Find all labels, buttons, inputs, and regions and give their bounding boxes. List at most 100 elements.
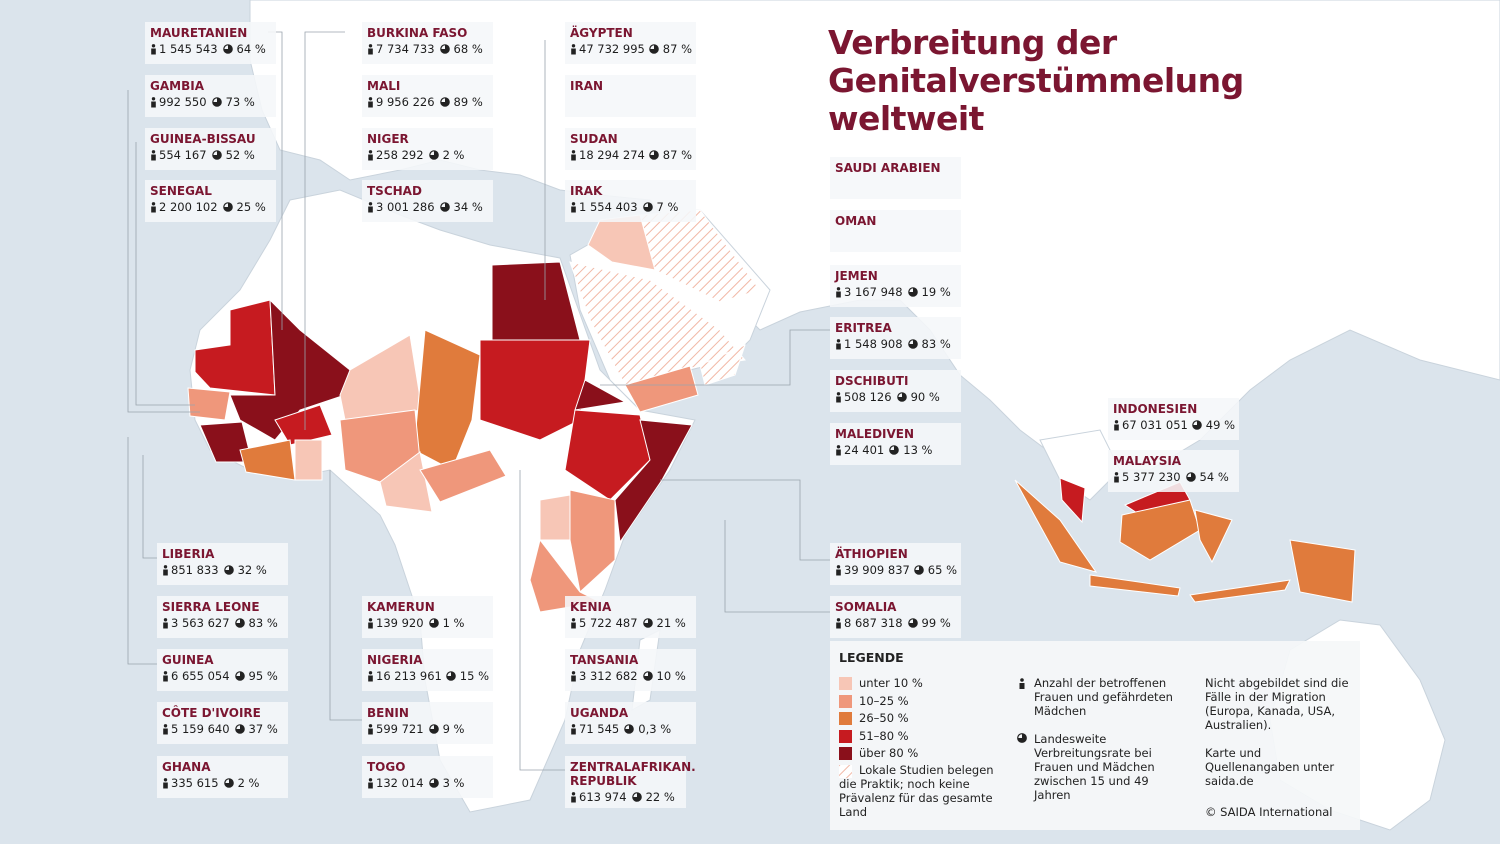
legend-label: über 80 % [859, 746, 919, 760]
country-card: GUINEA-BISSAU 554 167 52 % [145, 128, 276, 170]
prevalence-rate: 3 % [442, 776, 465, 790]
prevalence-rate: 10 % [656, 669, 686, 683]
country-name: MALI [367, 79, 401, 93]
person-icon [1113, 471, 1122, 483]
pie-glyph [624, 724, 635, 734]
country [491, 261, 581, 341]
legend-label: 51–80 % [859, 728, 909, 743]
person-glyph [151, 201, 156, 212]
country-name: GUINEA-BISSAU [150, 132, 256, 146]
pie-icon [624, 724, 636, 734]
prevalence-rate: 2 % [237, 776, 260, 790]
country-name: TSCHAD [367, 184, 422, 198]
affected-count: 3 312 682 [579, 669, 638, 683]
legend-swatch [839, 677, 852, 690]
pie-glyph [445, 671, 456, 681]
pie-icon [428, 618, 441, 628]
country-name: MALEDIVEN [835, 427, 915, 441]
country-card: INDONESIEN 67 031 051 49 % [1108, 398, 1239, 440]
country-stats: 599 721 9 % [367, 722, 489, 736]
title-line: Genitalverstümmelung [828, 61, 1244, 100]
pie-icon [642, 618, 655, 628]
affected-count: 599 721 [376, 722, 424, 736]
country-card: JEMEN 3 167 948 19 % [830, 265, 961, 307]
country [1059, 477, 1086, 524]
country-name: INDONESIEN [1113, 402, 1198, 416]
country-card: ÄGYPTEN 47 732 995 87 % [565, 22, 696, 64]
person-glyph [571, 723, 576, 734]
prevalence-rate: 49 % [1205, 418, 1235, 432]
pie-icon [445, 671, 458, 681]
person-icon [1113, 419, 1122, 431]
hatched-region [699, 344, 746, 386]
person-icon [162, 777, 171, 789]
person-icon [367, 96, 376, 108]
pie-glyph [234, 618, 245, 628]
country-card: TSCHAD 3 001 286 34 % [362, 180, 493, 222]
affected-count: 851 833 [171, 563, 219, 577]
country-stats: 1 548 908 83 % [835, 337, 957, 351]
country-stats: 3 001 286 34 % [367, 200, 489, 214]
leader-line [724, 520, 830, 613]
person-glyph [571, 43, 576, 54]
prevalence-rate: 83 % [248, 616, 278, 630]
country-stats: 9 956 226 89 % [367, 95, 489, 109]
country-card: ÄTHIOPIEN 39 909 837 65 % [830, 543, 961, 585]
prevalence-rate: 64 % [236, 42, 266, 56]
country-card: IRAK 1 554 403 7 % [565, 180, 696, 222]
country-stats: 24 401 13 % [835, 443, 957, 457]
leader-line [660, 479, 830, 561]
country-card: BENIN 599 721 9 % [362, 702, 493, 744]
country [1014, 479, 1098, 573]
pie-icon [642, 202, 655, 212]
pie-icon [222, 44, 235, 54]
affected-count: 5 722 487 [579, 616, 638, 630]
pie-glyph [222, 202, 233, 212]
person-icon [367, 617, 376, 629]
pie-icon [211, 97, 224, 107]
pie-icon [222, 202, 235, 212]
pie-glyph [648, 44, 659, 54]
person-glyph [571, 201, 576, 212]
person-glyph [368, 201, 373, 212]
person-icon [835, 286, 844, 298]
affected-count: 24 401 [844, 443, 885, 457]
person-icon [367, 201, 376, 213]
pie-glyph [222, 44, 233, 54]
pie-glyph [211, 150, 222, 160]
person-glyph [163, 777, 168, 788]
affected-count: 992 550 [159, 95, 207, 109]
country-stats: 1 545 543 64 % [150, 42, 272, 56]
country-stats: 7 734 733 68 % [367, 42, 489, 56]
country-stats: 67 031 051 49 % [1113, 418, 1235, 432]
pie-glyph [1185, 472, 1196, 482]
pie-glyph [889, 445, 900, 455]
country [1089, 574, 1181, 597]
rate-note: Landesweite Verbreitungsrate bei Frauen … [1034, 732, 1155, 802]
pie-glyph [234, 724, 245, 734]
country-card: SIERRA LEONE 3 563 627 83 % [157, 596, 288, 638]
hatch-icon [839, 765, 852, 778]
country-card: KENIA 5 722 487 21 % [565, 596, 696, 638]
person-icon [570, 201, 579, 213]
affected-count: 16 213 961 [376, 669, 442, 683]
affected-count: 613 974 [579, 790, 627, 804]
pie-glyph [428, 724, 439, 734]
pie-icon [642, 671, 655, 681]
country-card: SOMALIA 8 687 318 99 % [830, 596, 961, 638]
pie-glyph [642, 618, 653, 628]
leader-line [127, 90, 200, 413]
person-glyph [163, 564, 168, 575]
country-card: LIBERIA 851 833 32 % [157, 543, 288, 585]
prevalence-rate: 83 % [921, 337, 951, 351]
affected-count: 9 956 226 [376, 95, 435, 109]
affected-count: 18 294 274 [579, 148, 645, 162]
person-icon [367, 723, 376, 735]
person-icon [835, 391, 844, 403]
pie-icon [428, 724, 441, 734]
country [614, 419, 693, 544]
country-name: ÄTHIOPIEN [835, 547, 908, 561]
pie-glyph [223, 778, 234, 788]
pie-glyph [211, 97, 222, 107]
